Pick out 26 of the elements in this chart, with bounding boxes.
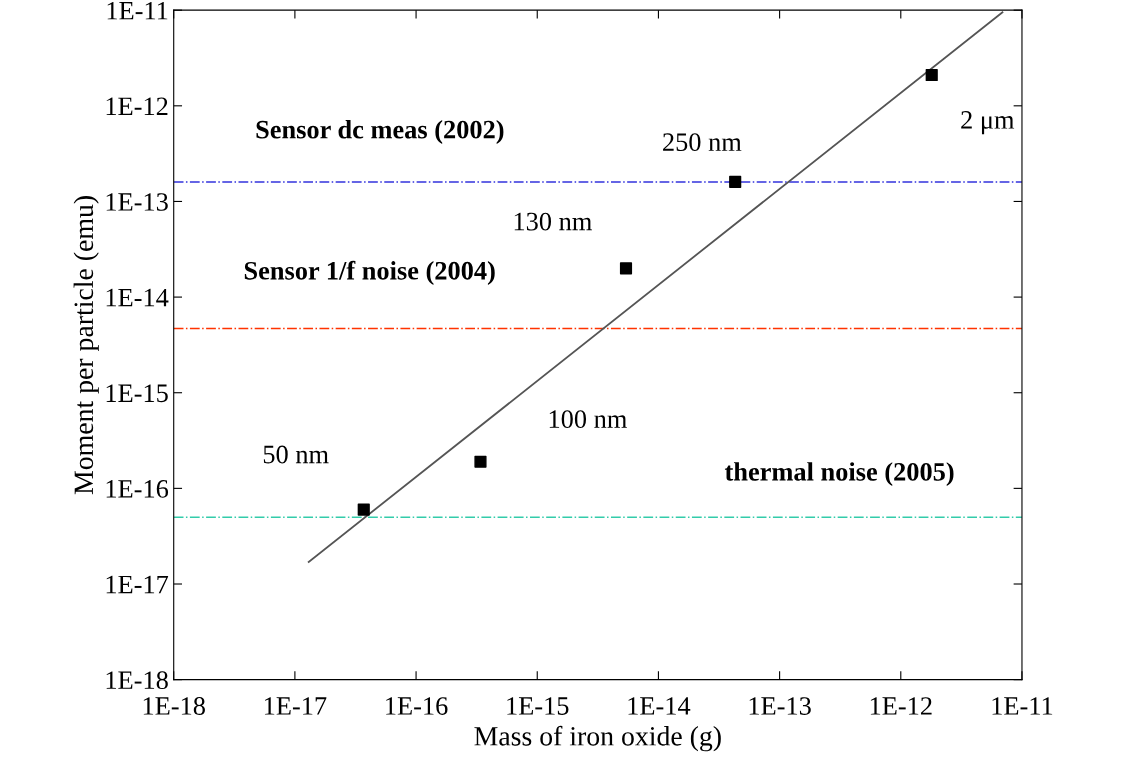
annotation: 130 nm [514,212,592,231]
y-tick-label: 1E-11 [107,1,168,20]
annotation: 50 nm [263,445,329,464]
y-tick-label: 1E-17 [106,575,169,594]
y-tick-label: 1E-15 [106,384,168,403]
x-tick-label: 1E-14 [628,697,691,715]
ref-line-label: Sensor 1/f noise (2004) [244,260,495,285]
y-axis-title: Moment per particle (emu) [73,196,99,495]
x-tick-label: 1E-16 [386,697,448,715]
y-tick-label: 1E-14 [106,288,169,307]
y-tick-label: 1E-12 [106,97,168,115]
x-tick-label: 1E-13 [749,697,811,715]
x-tick-label: 1E-18 [143,697,205,715]
ref-line-label: thermal noise (2005) [724,462,954,487]
x-tick-label: 1E-15 [507,697,569,715]
annotation: 100 nm [549,410,627,429]
annotation: 250 nm [663,133,742,152]
y-tick-label: 1E-13 [106,193,168,211]
annotation: 2 μm [961,111,1015,135]
y-tick-label: 1E-18 [106,671,168,690]
x-tick-label: 1E-11 [992,697,1053,715]
x-tick-label: 1E-17 [264,697,327,715]
x-tick-label: 1E-12 [870,697,932,715]
x-axis-title: Mass of iron oxide (g) [474,725,721,752]
ref-line-label: Sensor dc meas (2002) [256,119,504,144]
y-tick-label: 1E-16 [106,480,169,498]
